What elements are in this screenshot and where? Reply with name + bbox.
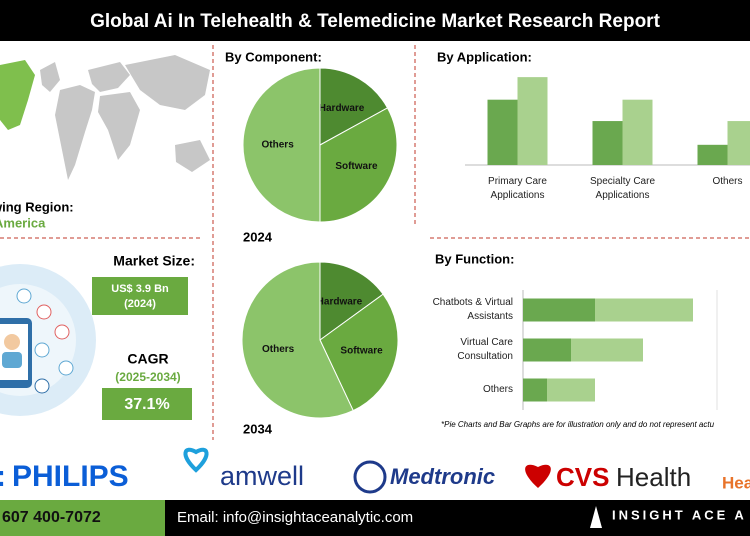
slice-label: Hardware [319, 103, 365, 114]
logo: PHILIPS [12, 460, 129, 493]
market-size-value: US$ 3.9 Bn [111, 283, 169, 295]
amwell-icon [183, 447, 209, 473]
pie-slice [242, 67, 321, 223]
chart-title: By Component: [225, 49, 322, 64]
logo: CVS [556, 462, 609, 492]
pie-caption: 2034 [243, 421, 273, 436]
bar-segment [571, 338, 643, 362]
market-size-year: (2024) [124, 298, 156, 310]
pie-caption: 2024 [243, 229, 273, 244]
slice-label: Software [335, 161, 378, 172]
footer-phone-box [0, 500, 165, 536]
bar-segment [595, 298, 693, 322]
cvs-icon [525, 464, 551, 488]
title-bar [0, 0, 750, 41]
logo: Hea [722, 473, 750, 492]
category-label: Virtual Care Consultation [457, 337, 513, 362]
cagr-value: 37.1% [124, 396, 169, 413]
email: Email: info@insightaceanalytic.com [177, 509, 413, 526]
market-size-label: Market Size: [113, 253, 195, 269]
pie-slice [319, 67, 389, 146]
bar-segment [523, 298, 595, 322]
chart-title: By Application: [437, 49, 532, 64]
bar-segment [523, 338, 571, 362]
logo: amwell [220, 461, 304, 491]
cagr-box [102, 388, 192, 420]
category-label: Others [482, 384, 513, 395]
logo: : [0, 460, 6, 493]
title: Global Ai In Telehealth & Telemedicine M… [90, 11, 660, 32]
brand: INSIGHT ACE A [612, 507, 747, 522]
slice-label: Hardware [317, 296, 363, 307]
logo: Medtronic [390, 464, 495, 489]
pie-slice [319, 107, 398, 223]
category-label: Primary Care Applications [488, 176, 547, 201]
bar [487, 99, 518, 165]
note: *Pie Charts and Bar Graphs are for illus… [441, 420, 715, 429]
category-label: Chatbots & Virtual Assistants [432, 297, 513, 322]
pie-slice [319, 261, 384, 341]
slice-label: Others [262, 140, 295, 151]
bar [622, 99, 653, 165]
medtronic-icon [353, 460, 387, 494]
region-label: wing Region: [0, 199, 74, 214]
cagr-period: (2025-2034) [115, 370, 180, 384]
market-size-box [92, 277, 188, 315]
category-label: Specialty Care Applications [589, 176, 656, 201]
bar-segment [523, 378, 547, 402]
bar [727, 121, 750, 165]
pie-slice [241, 261, 354, 419]
cagr-label: CAGR [127, 351, 168, 367]
region-value: America [0, 215, 46, 230]
logo: Health [616, 462, 691, 492]
bar [592, 121, 623, 165]
bar [697, 144, 728, 165]
phone: 607 400-7072 [2, 509, 101, 526]
slice-label: Software [340, 345, 383, 356]
world-map [0, 55, 210, 180]
slice-label: Others [262, 344, 295, 355]
bar-segment [547, 378, 595, 402]
category-label: Others [712, 176, 743, 187]
telehealth-icon [0, 264, 96, 416]
chart-title: By Function: [435, 251, 514, 266]
brand-icon [590, 506, 602, 528]
bar [517, 77, 548, 165]
pie-slice [319, 293, 399, 412]
